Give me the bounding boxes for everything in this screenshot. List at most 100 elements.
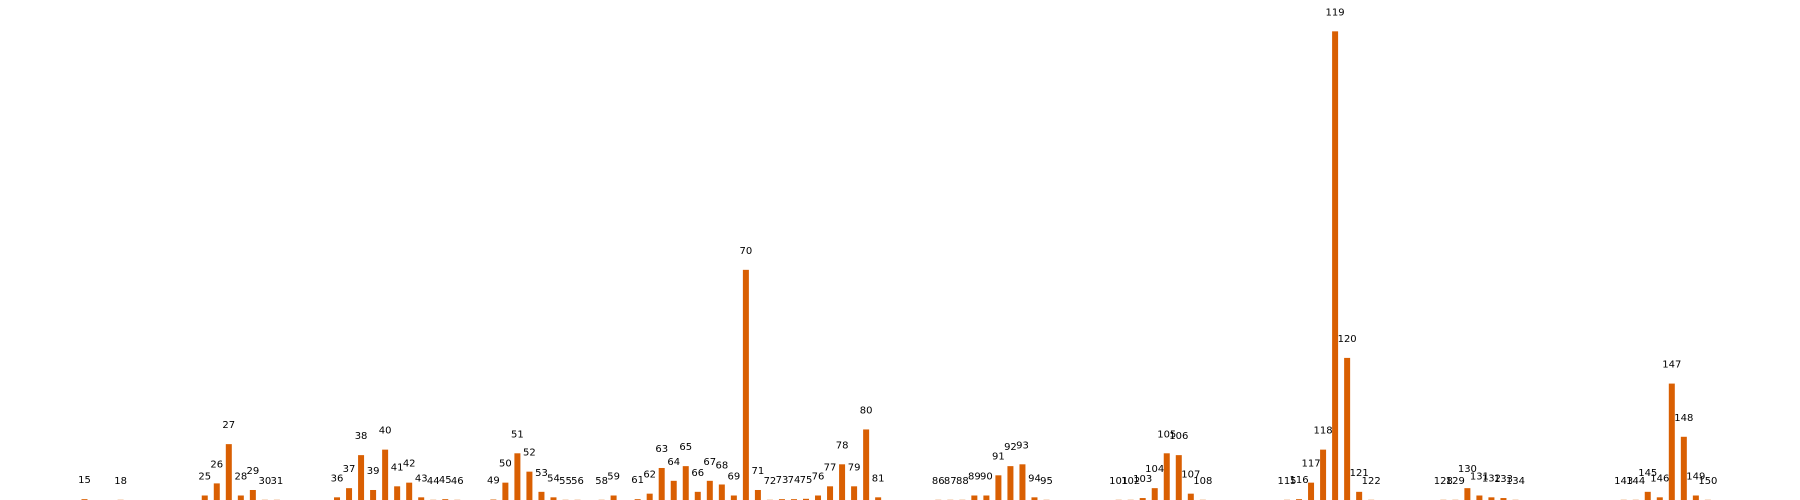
data-label-120: 120 (1338, 334, 1357, 345)
bar-105 (1163, 453, 1170, 500)
data-label-77: 77 (824, 462, 837, 473)
data-label-105: 105 (1157, 429, 1176, 440)
data-label-149: 149 (1686, 472, 1705, 483)
bar-39 (370, 489, 377, 500)
data-label-132: 132 (1482, 473, 1501, 484)
data-label-143: 143 (1614, 476, 1633, 487)
bar-148 (1680, 436, 1687, 500)
bar-133 (1500, 498, 1507, 500)
bar-121 (1356, 491, 1363, 500)
bar-68 (718, 484, 725, 500)
data-label-69: 69 (727, 472, 740, 483)
data-label-130: 130 (1458, 464, 1477, 475)
data-label-37: 37 (343, 464, 356, 475)
bar-76 (815, 495, 822, 500)
bar-42 (406, 482, 413, 500)
data-label-70: 70 (740, 246, 753, 257)
bar-40 (382, 449, 389, 500)
data-label-36: 36 (331, 473, 344, 484)
data-label-122: 122 (1362, 476, 1381, 487)
data-label-102: 102 (1121, 476, 1140, 487)
data-label-146: 146 (1650, 473, 1669, 484)
bar-93 (1019, 464, 1026, 500)
data-label-28: 28 (234, 472, 247, 483)
data-label-29: 29 (246, 466, 259, 477)
data-label-49: 49 (487, 476, 500, 487)
bar-92 (1007, 466, 1014, 500)
data-label-42: 42 (403, 459, 416, 470)
data-label-131: 131 (1470, 472, 1489, 483)
data-label-89: 89 (968, 472, 981, 483)
data-label-147: 147 (1662, 360, 1681, 371)
data-label-64: 64 (667, 457, 680, 468)
data-label-50: 50 (499, 459, 512, 470)
data-label-67: 67 (703, 457, 716, 468)
data-label-43: 43 (415, 473, 428, 484)
data-label-74: 74 (788, 475, 801, 486)
bar-63 (658, 467, 665, 500)
bar-106 (1175, 455, 1182, 500)
data-label-58: 58 (595, 476, 608, 487)
bar-62 (646, 493, 653, 500)
data-label-62: 62 (643, 470, 656, 481)
data-label-45: 45 (439, 475, 452, 486)
bar-71 (754, 489, 761, 500)
data-label-121: 121 (1350, 468, 1369, 479)
bar-50 (502, 482, 509, 500)
bar-104 (1151, 488, 1158, 500)
data-label-134: 134 (1506, 476, 1525, 487)
data-label-128: 128 (1434, 476, 1453, 487)
bar-118 (1320, 449, 1327, 500)
bar-65 (682, 466, 689, 500)
bar-37 (346, 488, 353, 500)
data-label-51: 51 (511, 429, 524, 440)
data-label-88: 88 (956, 476, 969, 487)
bar-67 (706, 480, 713, 500)
bar-145 (1644, 491, 1651, 500)
bar-43 (418, 497, 425, 500)
bar-107 (1187, 493, 1194, 500)
data-label-52: 52 (523, 448, 536, 459)
data-label-61: 61 (631, 475, 644, 486)
data-label-26: 26 (210, 459, 223, 470)
bar-25 (201, 495, 208, 500)
bar-80 (863, 429, 870, 500)
data-label-54: 54 (547, 473, 560, 484)
data-label-144: 144 (1626, 476, 1645, 487)
data-label-106: 106 (1169, 431, 1188, 442)
data-label-56: 56 (571, 476, 584, 487)
data-label-55: 55 (559, 476, 572, 487)
bar-28 (237, 495, 244, 500)
data-label-65: 65 (679, 442, 692, 453)
data-label-27: 27 (222, 420, 235, 431)
data-label-30: 30 (259, 476, 272, 487)
data-label-79: 79 (848, 462, 861, 473)
data-label-150: 150 (1698, 476, 1717, 487)
bar-26 (213, 483, 220, 500)
bar-78 (839, 464, 846, 500)
bar-66 (694, 491, 701, 500)
bar-59 (610, 495, 617, 500)
data-label-145: 145 (1638, 468, 1657, 479)
data-label-46: 46 (451, 476, 464, 487)
bar-149 (1692, 495, 1699, 500)
data-label-80: 80 (860, 405, 873, 416)
data-label-93: 93 (1016, 440, 1029, 451)
bar-27 (225, 444, 232, 500)
bar-79 (851, 486, 858, 500)
bar-53 (538, 491, 545, 500)
data-label-63: 63 (655, 444, 668, 455)
data-label-116: 116 (1289, 475, 1308, 486)
data-label-91: 91 (992, 451, 1005, 462)
bar-91 (995, 475, 1002, 500)
data-label-133: 133 (1494, 474, 1513, 485)
data-label-90: 90 (980, 472, 993, 483)
bar-94 (1031, 497, 1038, 500)
data-label-129: 129 (1446, 476, 1465, 487)
data-label-107: 107 (1181, 470, 1200, 481)
bar-36 (334, 497, 341, 500)
data-label-25: 25 (198, 472, 211, 483)
data-label-40: 40 (379, 426, 392, 437)
data-label-115: 115 (1277, 476, 1296, 487)
